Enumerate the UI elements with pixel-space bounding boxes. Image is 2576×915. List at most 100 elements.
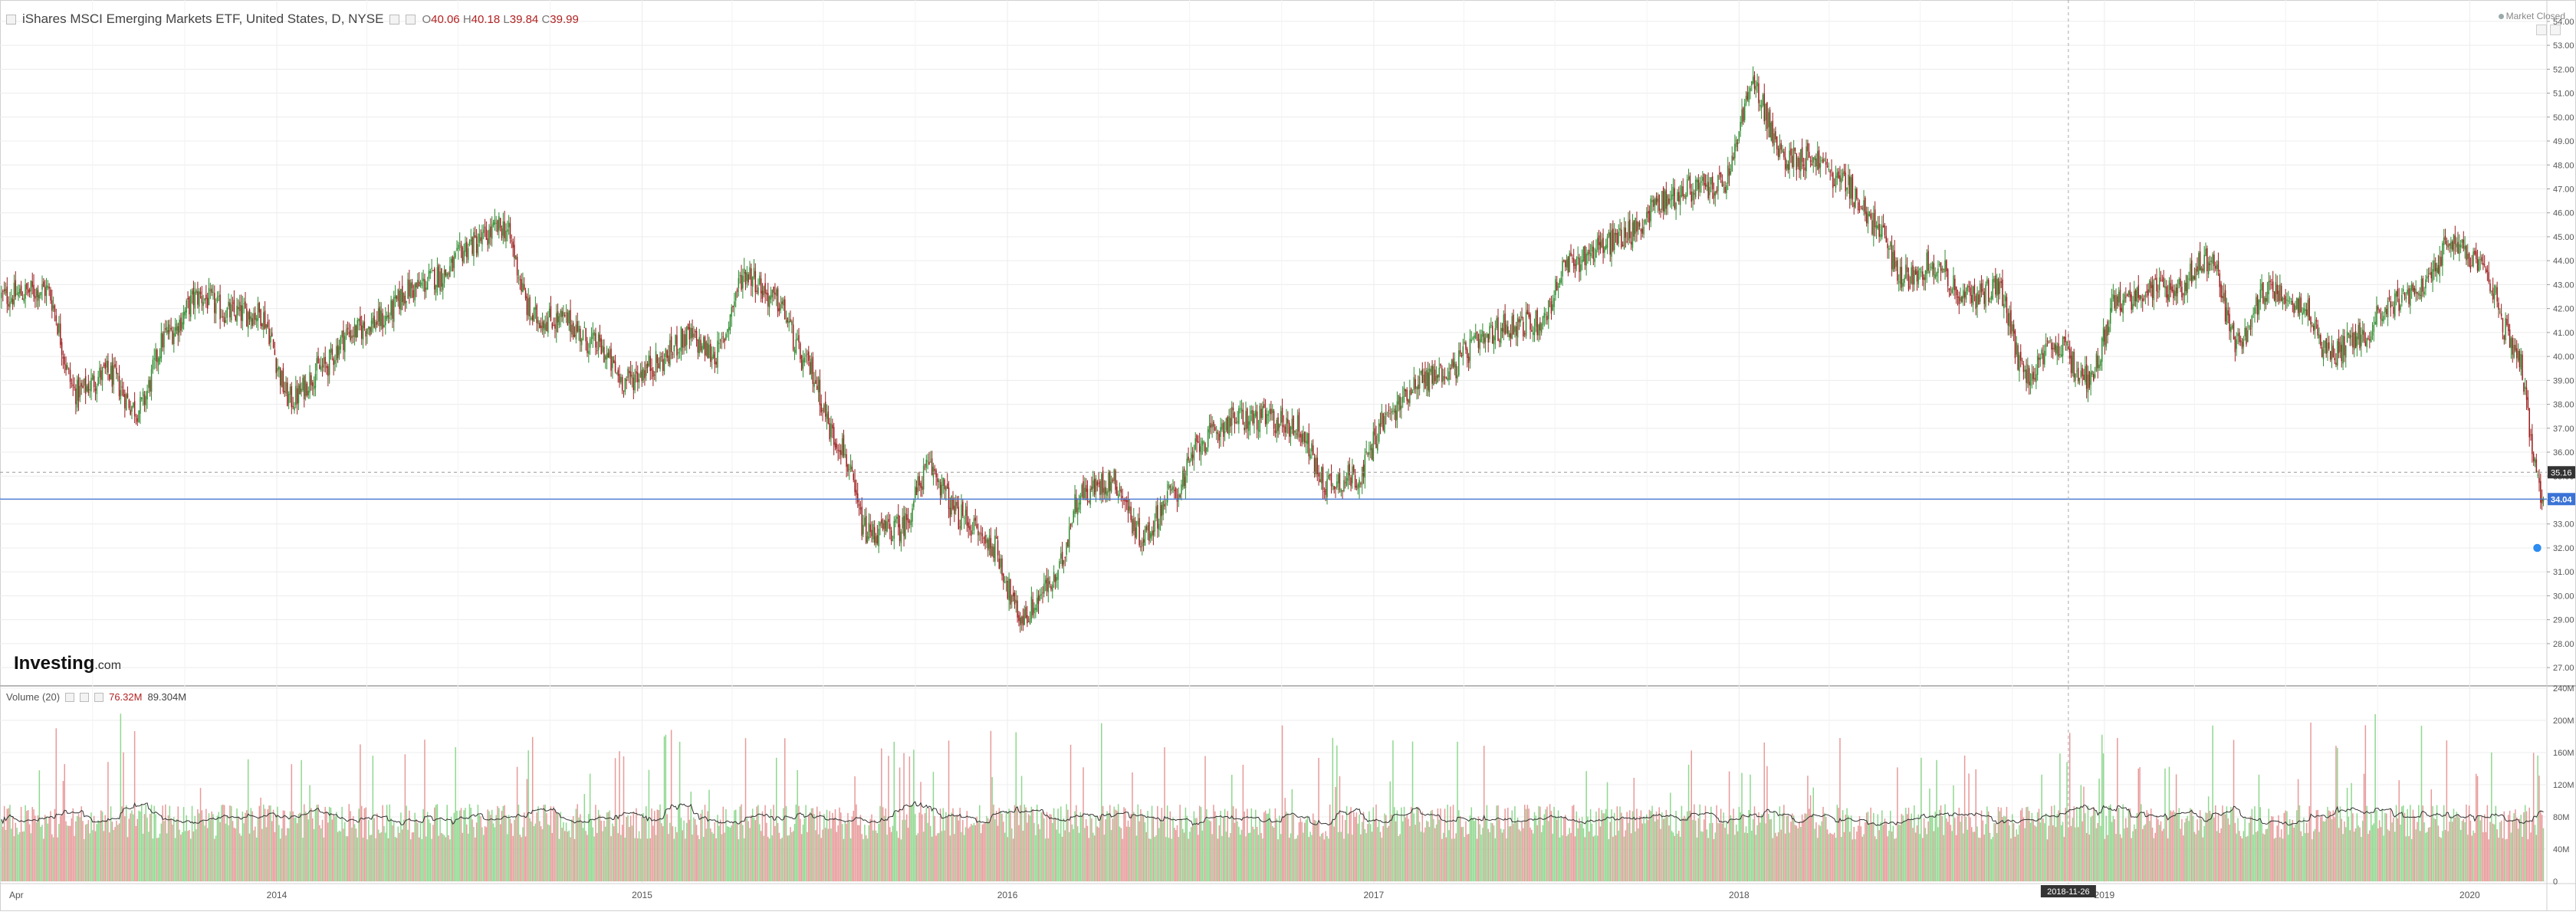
volume-bar — [1170, 812, 1171, 881]
volume-bar — [529, 818, 531, 881]
candle-body — [1731, 156, 1733, 172]
volume-bar — [1615, 835, 1617, 881]
candle-body — [1216, 432, 1217, 434]
candle-body — [1838, 172, 1839, 179]
candle-body — [1145, 526, 1147, 530]
candle-body — [1260, 408, 1262, 418]
candle-body — [727, 330, 728, 333]
volume-bar — [1248, 833, 1250, 881]
candle-body — [1181, 484, 1182, 494]
candle-body — [2404, 293, 2406, 297]
candle-body — [2177, 284, 2179, 293]
candle-body — [1440, 364, 1441, 366]
candle-body — [1961, 297, 1963, 302]
volume-bar — [351, 828, 353, 881]
candle-body — [2157, 291, 2159, 292]
volume-bar — [747, 818, 748, 881]
candle-body — [1357, 484, 1359, 490]
volume-bar — [456, 811, 458, 881]
candle-body — [363, 323, 364, 339]
candle-body — [730, 314, 731, 330]
candle-body — [1865, 198, 1866, 214]
candle-body — [1911, 267, 1912, 284]
candle-body — [748, 274, 749, 283]
candle-body — [1109, 471, 1111, 490]
candle-body — [2114, 295, 2115, 308]
candle-body — [1484, 333, 1485, 343]
candle-body — [1797, 158, 1799, 167]
candle-body — [7, 287, 8, 304]
candle-body — [515, 255, 517, 259]
candle-body — [454, 257, 455, 268]
candle-body — [581, 339, 583, 346]
candle-body — [34, 296, 36, 298]
volume-bar — [29, 825, 31, 881]
candle-body — [2220, 274, 2221, 287]
candle-body — [156, 349, 158, 362]
candle-body — [137, 418, 139, 421]
volume-bar — [1290, 833, 1292, 881]
candle-body — [48, 287, 50, 289]
candle-body — [1534, 327, 1536, 336]
volume-bar — [251, 812, 253, 881]
candle-body — [2476, 251, 2477, 259]
candle-body — [2163, 277, 2164, 287]
candle-body — [2340, 342, 2341, 352]
volume-bar — [153, 806, 155, 881]
volume-bar — [1814, 828, 1815, 881]
candle-body — [2396, 291, 2397, 297]
candle-body — [1817, 151, 1819, 169]
candle-body — [2150, 282, 2152, 288]
candle-body — [1993, 278, 1995, 282]
candle-body — [1331, 473, 1332, 486]
candle-body — [48, 286, 49, 287]
candle-body — [2432, 269, 2433, 281]
candle-body — [1392, 411, 1394, 412]
candle-body — [186, 300, 188, 313]
candle-body — [320, 366, 322, 370]
volume-bar — [984, 822, 986, 881]
candle-body — [1033, 608, 1035, 613]
candle-body — [2469, 254, 2470, 267]
candle-body — [1681, 186, 1683, 196]
candle-body — [610, 349, 612, 371]
candle-body — [1671, 195, 1673, 200]
volume-bar — [300, 813, 301, 881]
candle-body — [151, 369, 153, 392]
candle-body — [1014, 592, 1016, 604]
volume-bar — [823, 814, 825, 881]
candle-body — [1654, 199, 1656, 205]
volume-bar — [1651, 806, 1653, 881]
volume-bar — [1641, 810, 1642, 881]
volume-bar — [1736, 825, 1737, 881]
candle-body — [332, 349, 334, 355]
volume-bar — [688, 806, 689, 881]
candle-body — [1363, 464, 1365, 476]
volume-bar — [1209, 821, 1211, 881]
volume-bar — [727, 826, 728, 881]
candle-body — [1451, 360, 1453, 368]
volume-bar — [5, 830, 7, 881]
volume-bar — [1119, 827, 1121, 881]
volume-bar — [1638, 828, 1639, 881]
candle-body — [2418, 294, 2420, 296]
candle-body — [959, 526, 961, 527]
volume-bar — [40, 827, 41, 881]
volume-bar — [1188, 838, 1189, 881]
volume-bar — [715, 822, 716, 881]
volume-bar — [166, 833, 168, 881]
candle-body — [767, 293, 769, 306]
candle-body — [358, 319, 360, 321]
volume-bar — [1296, 838, 1297, 881]
volume-bar — [804, 818, 806, 881]
volume-bar — [90, 812, 92, 881]
candle-body — [681, 327, 682, 352]
candle-body — [695, 331, 696, 332]
candle-body — [2059, 354, 2061, 355]
candle-body — [593, 333, 594, 339]
candle-body — [901, 531, 902, 543]
candle-body — [2066, 342, 2068, 346]
volume-bar — [1600, 826, 1602, 881]
